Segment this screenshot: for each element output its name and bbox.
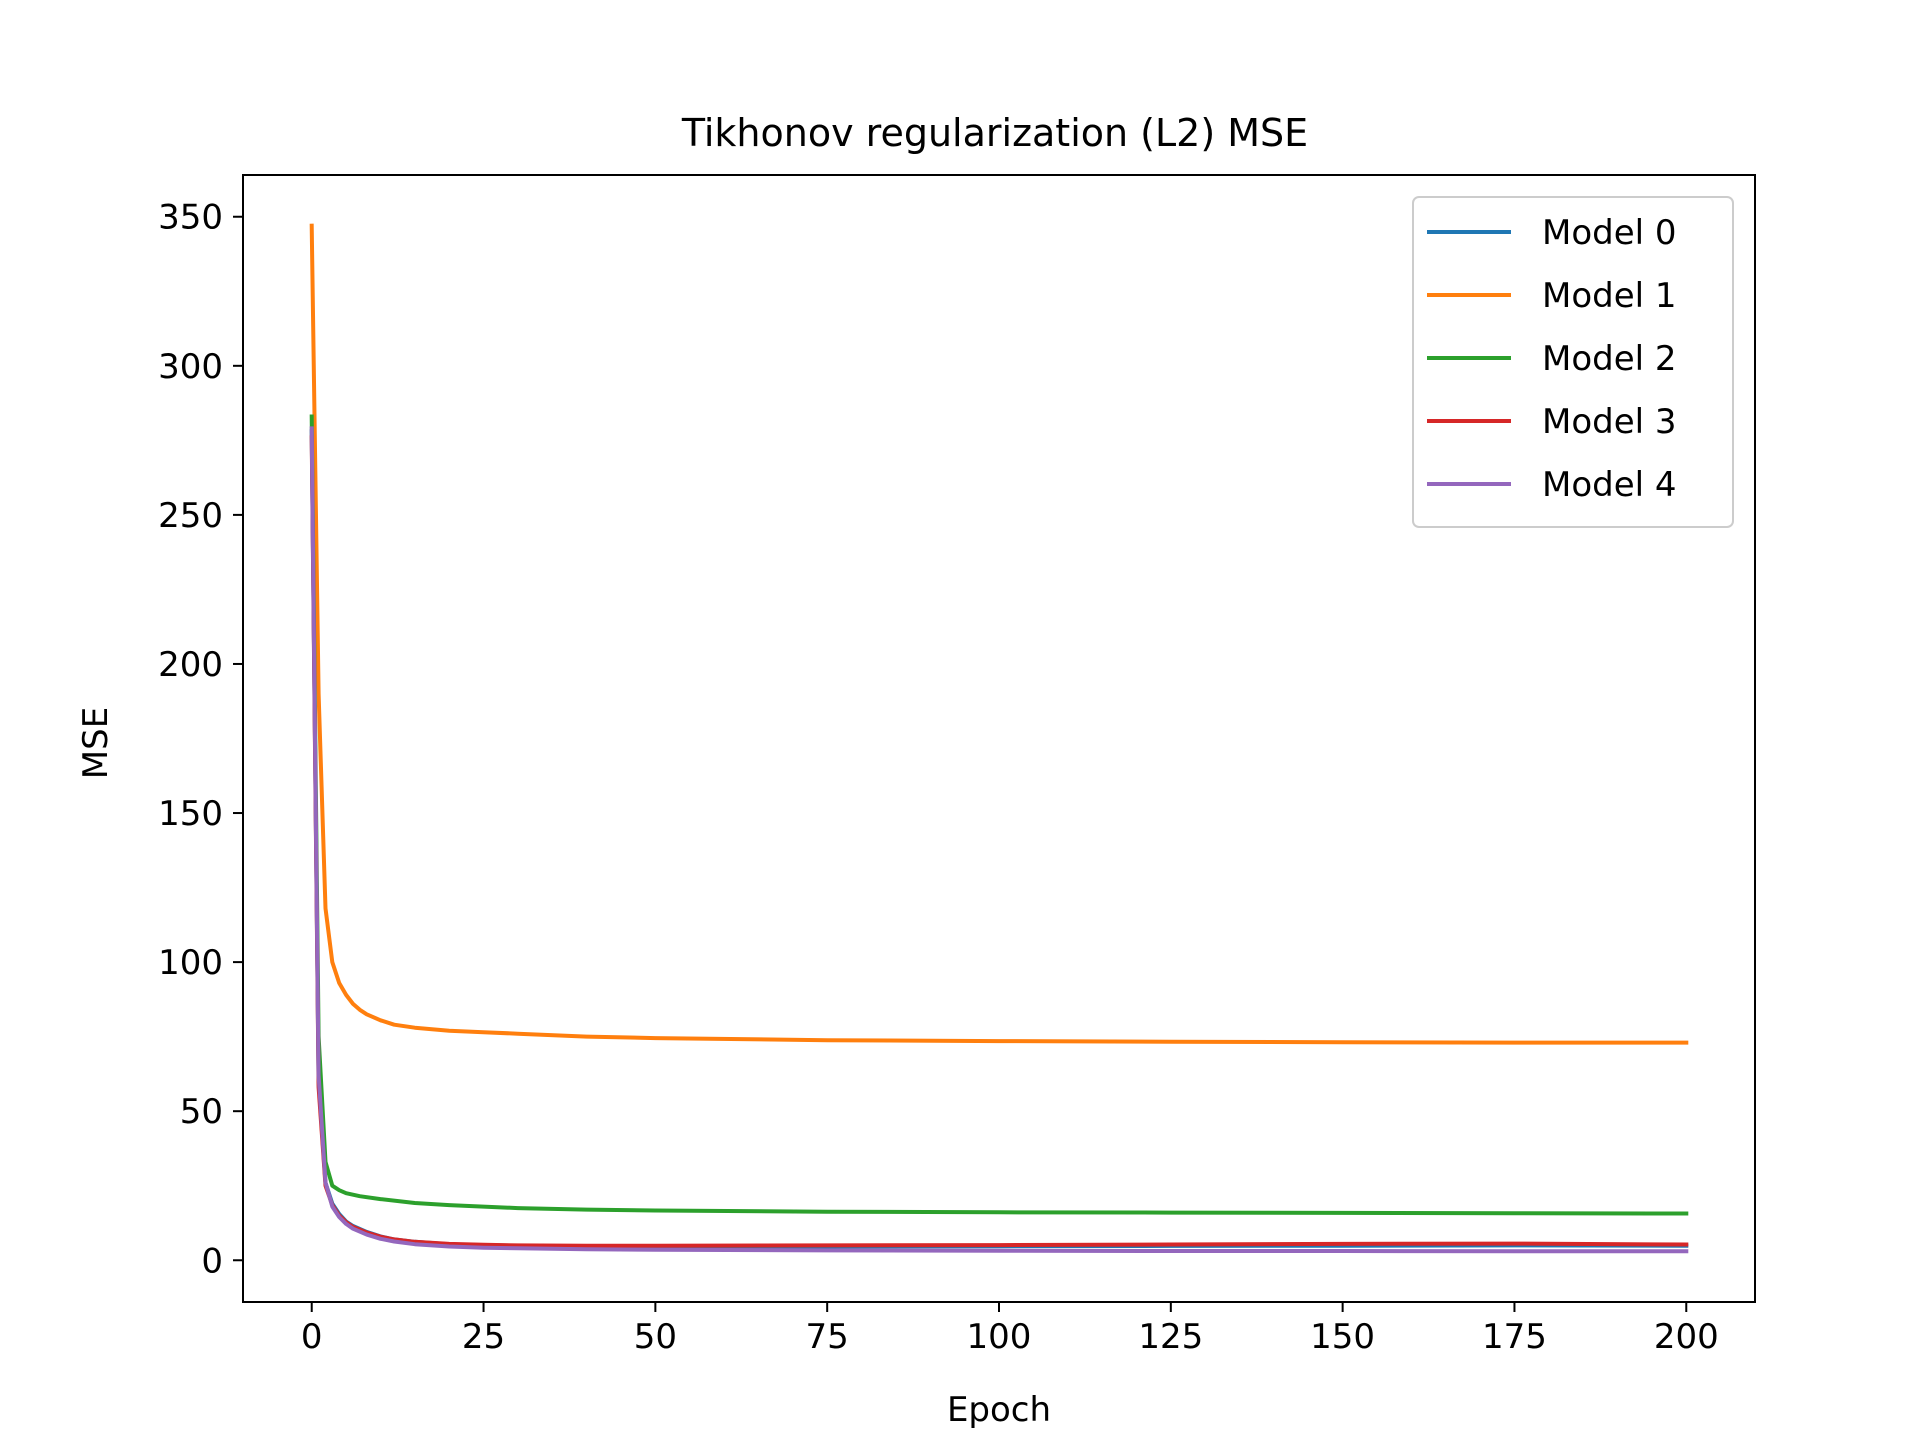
x-tick-label-7: 175 — [1482, 1317, 1547, 1357]
legend-label-1: Model 1 — [1542, 276, 1677, 316]
y-tick-label-7: 350 — [158, 198, 223, 238]
legend-label-3: Model 3 — [1542, 402, 1677, 442]
legend: Model 0 Model 1 Model 2 Model 3 Model 4 — [1412, 196, 1734, 528]
series-line-1 — [309, 223, 1689, 1045]
x-tick-label-6: 150 — [1310, 1317, 1375, 1357]
x-tick-label-3: 75 — [806, 1317, 849, 1357]
y-tick-label-5: 250 — [158, 496, 223, 536]
legend-label-0: Model 0 — [1542, 213, 1677, 253]
y-axis: 0 50 100 150 200 250 300 350 — [158, 198, 243, 1281]
x-tick-label-2: 50 — [634, 1317, 677, 1357]
series-layer — [309, 223, 1689, 1254]
y-tick-label-2: 100 — [158, 943, 223, 983]
x-tick-label-0: 0 — [301, 1317, 323, 1357]
y-axis-label: MSE — [76, 707, 116, 779]
legend-box — [1412, 196, 1734, 528]
y-tick-label-0: 0 — [201, 1241, 223, 1281]
legend-label-2: Model 2 — [1542, 339, 1677, 379]
legend-label-4: Model 4 — [1542, 465, 1677, 505]
y-tick-label-6: 300 — [158, 347, 223, 387]
series-line-2 — [309, 414, 1689, 1216]
x-axis-label: Epoch — [947, 1390, 1051, 1430]
y-tick-label-4: 200 — [158, 645, 223, 685]
x-tick-label-1: 25 — [462, 1317, 505, 1357]
x-axis: 0 25 50 75 100 125 150 175 200 — [301, 1302, 1719, 1357]
x-tick-label-5: 125 — [1138, 1317, 1203, 1357]
y-tick-label-3: 150 — [158, 794, 223, 834]
series-line-4 — [309, 426, 1689, 1254]
chart-title: Tikhonov regularization (L2) MSE — [681, 111, 1308, 155]
x-tick-label-8: 200 — [1654, 1317, 1719, 1357]
x-tick-label-4: 100 — [967, 1317, 1032, 1357]
y-tick-label-1: 50 — [180, 1092, 223, 1132]
